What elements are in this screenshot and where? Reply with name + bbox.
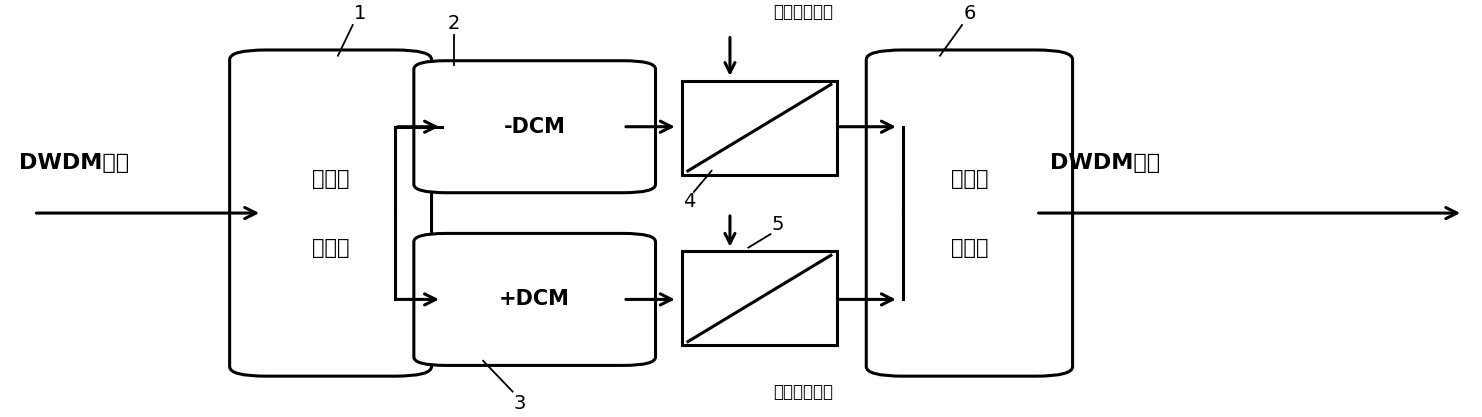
Text: 5: 5 bbox=[772, 215, 784, 234]
Text: +DCM: +DCM bbox=[499, 289, 571, 309]
Text: DWDM信号: DWDM信号 bbox=[1051, 153, 1160, 173]
Text: 可调光衰减器: 可调光衰减器 bbox=[774, 382, 834, 400]
Text: 分波器: 分波器 bbox=[311, 238, 350, 258]
Text: 4: 4 bbox=[683, 192, 695, 211]
Text: DWDM信号: DWDM信号 bbox=[19, 153, 129, 173]
Text: 红蓝带: 红蓝带 bbox=[950, 168, 988, 188]
Text: 2: 2 bbox=[448, 14, 459, 33]
FancyBboxPatch shape bbox=[867, 50, 1073, 376]
Text: 6: 6 bbox=[963, 4, 975, 23]
FancyBboxPatch shape bbox=[413, 234, 655, 365]
Text: 合波器: 合波器 bbox=[950, 238, 988, 258]
Text: 可调光衰减器: 可调光衰减器 bbox=[774, 3, 834, 20]
Text: 3: 3 bbox=[514, 394, 526, 412]
FancyBboxPatch shape bbox=[413, 61, 655, 193]
Text: 红蓝带: 红蓝带 bbox=[311, 168, 350, 188]
Bar bbox=[682, 251, 837, 345]
Text: -DCM: -DCM bbox=[504, 117, 566, 137]
Bar bbox=[682, 80, 837, 175]
Text: 1: 1 bbox=[354, 4, 366, 23]
FancyBboxPatch shape bbox=[230, 50, 431, 376]
